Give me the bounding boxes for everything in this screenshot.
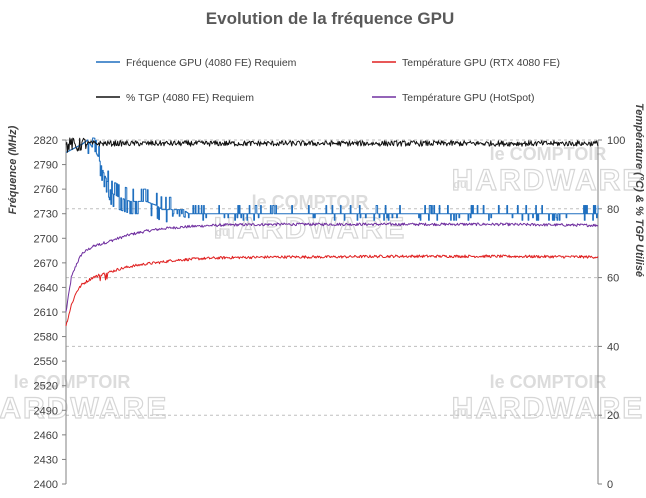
y-tick-label: 2640 bbox=[34, 282, 58, 294]
watermark-du-text: du bbox=[215, 227, 228, 239]
watermark-big-text: HARDWARE bbox=[214, 212, 407, 245]
y2-tick-label: 100 bbox=[607, 135, 625, 147]
y-tick-label: 2550 bbox=[34, 356, 58, 368]
y2-tick-label: 40 bbox=[607, 341, 619, 353]
y-axis-left-ticks: 2400 2430 2460 2490 2520 2550 2580 2610 2640 2670… bbox=[34, 135, 66, 491]
y-tick-label: 2760 bbox=[34, 184, 58, 196]
watermark-small-text: le COMPTOIR bbox=[490, 372, 607, 392]
series-line-1 bbox=[65, 254, 599, 327]
legend: Fréquence GPU (4080 FE) Requiem Températu… bbox=[96, 57, 560, 104]
y-tick-label: 2520 bbox=[34, 381, 58, 393]
y-tick-label: 2460 bbox=[34, 430, 58, 442]
watermark-big-text: HARDWARE bbox=[452, 164, 645, 197]
legend-label: Fréquence GPU (4080 FE) Requiem bbox=[126, 57, 297, 69]
watermark-small-text: le COMPTOIR bbox=[490, 144, 607, 164]
y-tick-label: 2790 bbox=[34, 160, 58, 172]
legend-item-2: % TGP (4080 FE) Requiem bbox=[96, 92, 254, 104]
y-tick-label: 2490 bbox=[34, 405, 58, 417]
watermark-big-text: HARDWARE bbox=[0, 392, 168, 425]
watermark-big-text: HARDWARE bbox=[452, 392, 645, 425]
y-tick-label: 2580 bbox=[34, 332, 58, 344]
y-tick-label: 2820 bbox=[34, 135, 58, 147]
y-axis-right-label: Température (°C) & % TGP Utilisé bbox=[633, 103, 645, 277]
y-axis-left-label: Fréquence (MHz) bbox=[7, 125, 19, 214]
series-layer bbox=[65, 137, 599, 327]
legend-label: Température GPU (HotSpot) bbox=[402, 92, 534, 104]
y2-tick-label: 60 bbox=[607, 273, 619, 285]
legend-item-0: Fréquence GPU (4080 FE) Requiem bbox=[96, 57, 297, 69]
y2-tick-label: 80 bbox=[607, 204, 619, 216]
y2-tick-label: 20 bbox=[607, 410, 619, 422]
y-tick-label: 2430 bbox=[34, 454, 58, 466]
series-line-0 bbox=[66, 137, 599, 223]
legend-item-3: Température GPU (HotSpot) bbox=[372, 92, 534, 104]
y-tick-label: 2700 bbox=[34, 233, 58, 245]
y2-tick-label: 0 bbox=[607, 479, 613, 491]
y-tick-label: 2610 bbox=[34, 307, 58, 319]
watermark-du-text: du bbox=[453, 179, 466, 191]
watermark-small-text: le COMPTOIR bbox=[252, 192, 369, 212]
series-line-3 bbox=[65, 222, 599, 312]
watermark-small-text: le COMPTOIR bbox=[14, 372, 131, 392]
legend-label: % TGP (4080 FE) Requiem bbox=[126, 92, 254, 104]
legend-label: Température GPU (RTX 4080 FE) bbox=[402, 57, 560, 69]
y-tick-label: 2400 bbox=[34, 479, 58, 491]
legend-item-1: Température GPU (RTX 4080 FE) bbox=[372, 57, 560, 69]
series-line-2 bbox=[65, 137, 599, 153]
y-tick-label: 2670 bbox=[34, 258, 58, 270]
y-tick-label: 2730 bbox=[34, 209, 58, 221]
chart-title: Evolution de la fréquence GPU bbox=[206, 9, 454, 28]
y-axis-right-ticks: 0 20 40 60 80 100 bbox=[598, 135, 625, 491]
watermark-du-text: du bbox=[453, 407, 466, 419]
